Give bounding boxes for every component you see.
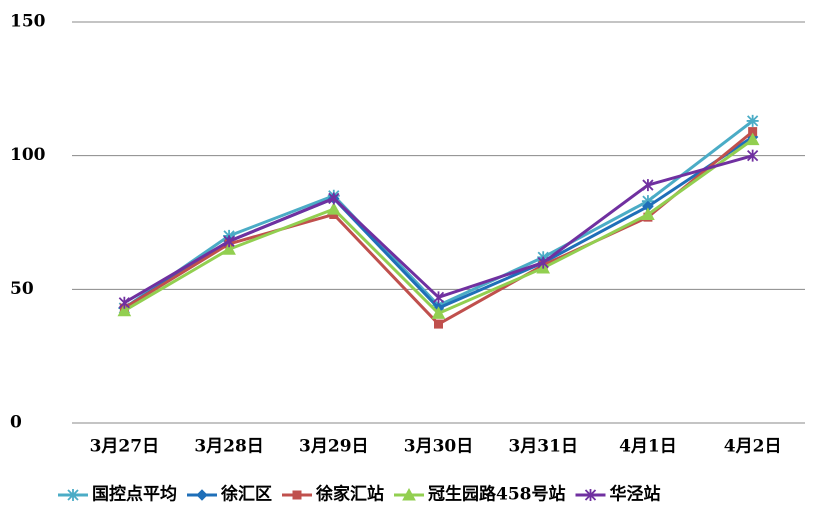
series-line — [123, 154, 754, 304]
marker — [117, 303, 132, 317]
marker — [222, 242, 236, 255]
marker — [641, 207, 655, 220]
marker — [328, 192, 340, 205]
marker — [434, 319, 443, 329]
x-tick-label: 3月28日 — [194, 437, 264, 457]
x-tick-label: 4月1日 — [619, 437, 677, 457]
x-tick-label: 3月27日 — [90, 437, 160, 457]
series-line — [123, 119, 754, 310]
legend-marker — [292, 490, 302, 500]
legend-marker — [196, 489, 208, 501]
marker — [747, 149, 759, 162]
y-tick-label: 150 — [10, 12, 46, 32]
marker — [432, 291, 445, 304]
marker — [537, 256, 549, 269]
legend-label: 徐家汇站 — [315, 484, 384, 505]
legend-marker — [584, 489, 597, 501]
x-tick-label: 3月31日 — [508, 437, 578, 457]
series-line — [123, 135, 754, 310]
marker — [745, 132, 760, 146]
legend-label: 冠生园路458号站 — [428, 484, 566, 505]
legend-item: 华泾站 — [575, 484, 661, 505]
legend-label: 华泾站 — [610, 484, 661, 505]
marker — [746, 114, 759, 127]
legend-item: 国控点平均 — [58, 484, 177, 505]
x-tick-label: 4月2日 — [724, 437, 782, 457]
legend-marker — [402, 487, 416, 501]
marker — [118, 296, 130, 309]
series-line — [123, 138, 754, 316]
x-tick-label: 3月29日 — [299, 437, 369, 457]
y-tick-label: 100 — [10, 145, 46, 165]
marker — [223, 235, 235, 248]
marker — [326, 202, 341, 215]
marker — [431, 306, 446, 319]
legend-label: 徐汇区 — [220, 484, 272, 505]
legend-item: 徐家汇站 — [282, 484, 384, 505]
y-tick-label: 50 — [10, 279, 34, 299]
y-tick-label: 0 — [10, 413, 22, 433]
legend-marker — [67, 489, 79, 501]
x-tick-label: 3月30日 — [404, 437, 474, 457]
marker — [642, 179, 654, 192]
legend-label: 国控点平均 — [92, 484, 177, 505]
legend-item: 徐汇区 — [187, 484, 272, 505]
legend-item: 冠生园路458号站 — [394, 484, 566, 505]
